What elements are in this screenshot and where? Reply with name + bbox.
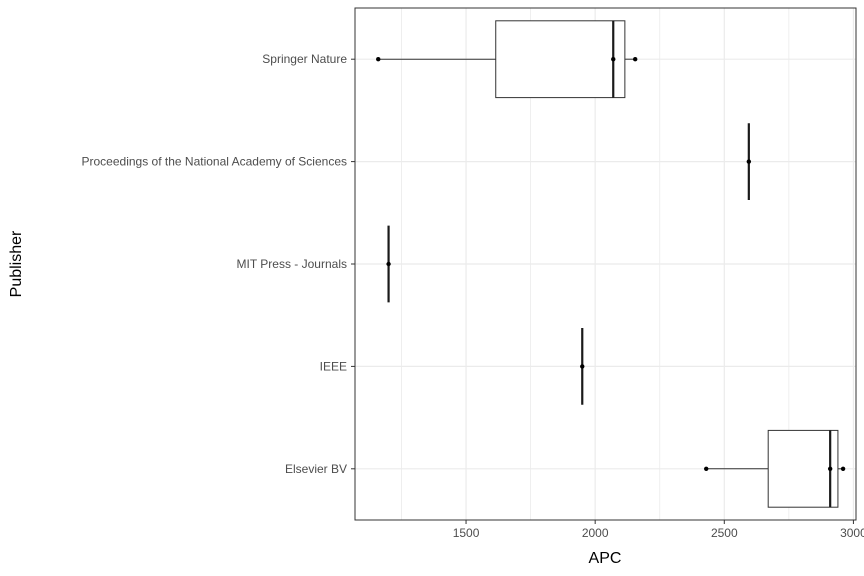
grid-lines — [355, 8, 856, 520]
x-tick-label: 3000 — [840, 526, 864, 540]
y-tick-label: Elsevier BV — [285, 462, 347, 476]
y-tick-label: Proceedings of the National Academy of S… — [82, 155, 348, 169]
y-tick-label: IEEE — [320, 359, 347, 373]
box-group — [704, 429, 846, 508]
data-point — [746, 159, 752, 164]
x-tick-label: 2000 — [582, 526, 609, 540]
data-point — [386, 261, 391, 267]
box-group — [580, 328, 585, 405]
box-group — [386, 225, 391, 303]
y-tick-label: MIT Press - Journals — [237, 257, 347, 271]
box-layer — [376, 20, 846, 508]
y-axis: Elsevier BV IEEE MIT Press - Journals Proce… — [82, 52, 355, 476]
x-tick-label: 1500 — [453, 526, 480, 540]
data-point — [611, 57, 616, 62]
data-point — [580, 364, 585, 369]
x-tick-label: 2500 — [711, 526, 738, 540]
box-iqr — [495, 20, 626, 99]
y-tick-label: Springer Nature — [262, 52, 347, 66]
data-point — [376, 57, 381, 62]
y-axis-title: Publisher — [8, 230, 25, 297]
data-point — [704, 466, 709, 471]
box-group — [746, 123, 752, 200]
data-point — [840, 466, 846, 471]
x-axis: 1500 2000 2500 3000 — [453, 520, 864, 540]
x-axis-title: APC — [589, 550, 622, 567]
data-point — [632, 57, 638, 62]
box-iqr — [767, 429, 839, 508]
box-group — [376, 20, 638, 99]
data-point — [827, 466, 833, 471]
